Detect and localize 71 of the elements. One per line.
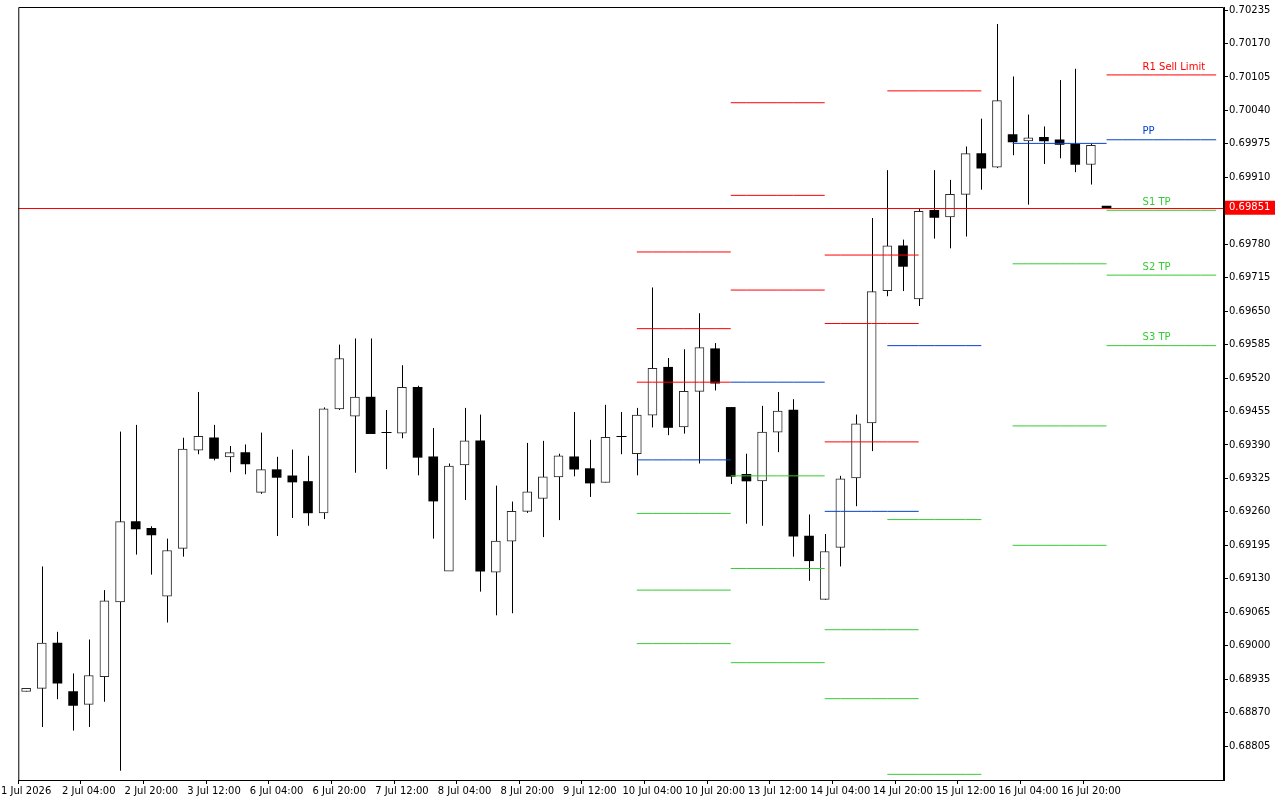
y-tick-label: 0.69455	[1229, 405, 1271, 417]
candlestick	[68, 672, 78, 732]
y-tick-label: 0.69975	[1229, 137, 1271, 149]
series-label: PP	[1142, 125, 1155, 137]
x-tick-label: 7 Jul 12:00	[375, 784, 429, 796]
candlestick	[945, 179, 955, 249]
candlestick	[224, 445, 235, 473]
candlestick	[538, 440, 548, 538]
y-tick-label: 0.70105	[1229, 70, 1271, 82]
y-tick-label: 0.69585	[1229, 338, 1271, 350]
x-tick-label: 16 Jul 04:00	[998, 784, 1059, 796]
x-tick-label: 1 Jul 2026	[1, 784, 52, 796]
candlestick	[522, 442, 533, 514]
x-tick-label: 2 Jul 04:00	[61, 784, 116, 796]
series-label: S3 TP	[1142, 331, 1171, 343]
y-tick-label: 0.68805	[1229, 739, 1271, 751]
y-tick-label: 0.69520	[1229, 371, 1271, 383]
candlestick	[1023, 114, 1034, 206]
x-tick-label: 2 Jul 20:00	[124, 784, 179, 796]
candlestick	[1086, 142, 1096, 186]
series-label: S1 TP	[1142, 195, 1171, 207]
y-tick-label: 0.69195	[1229, 538, 1271, 550]
candlestick	[976, 118, 987, 191]
y-tick-label: 0.70040	[1229, 104, 1271, 116]
candlestick	[381, 409, 392, 470]
y-tick-label: 0.69130	[1229, 572, 1271, 584]
y-tick-label: 0.69000	[1229, 639, 1271, 651]
x-tick-label: 10 Jul 20:00	[685, 784, 746, 796]
y-tick-label: 0.70235	[1229, 3, 1271, 15]
y-tick-label: 0.69390	[1229, 438, 1271, 450]
x-tick-label: 6 Jul 04:00	[249, 784, 304, 796]
candlestick	[287, 449, 298, 519]
y-tick-label: 0.70170	[1229, 37, 1271, 49]
x-tick-label: 9 Jul 12:00	[563, 784, 617, 796]
candlestick	[898, 239, 908, 292]
ref-line-label: 0.69851	[1229, 201, 1271, 213]
candlestick	[553, 453, 564, 521]
candlestick	[616, 411, 627, 455]
y-tick-label: 0.69780	[1229, 237, 1271, 249]
candlestick	[585, 439, 595, 498]
candlestick	[271, 456, 282, 537]
x-tick-label: 6 Jul 20:00	[312, 784, 367, 796]
x-tick-label: 16 Jul 20:00	[1060, 784, 1121, 796]
x-tick-label: 15 Jul 12:00	[935, 784, 996, 796]
candlestick	[209, 424, 219, 461]
y-tick-label: 0.69715	[1229, 271, 1271, 283]
candlestick	[772, 391, 783, 453]
y-tick-label: 0.69650	[1229, 304, 1271, 316]
y-tick-label: 0.69325	[1229, 472, 1271, 484]
candlestick	[929, 169, 940, 240]
x-tick-label: 8 Jul 04:00	[437, 784, 492, 796]
y-tick-label: 0.69910	[1229, 170, 1271, 182]
candlestick	[240, 443, 251, 475]
x-tick-label: 14 Jul 20:00	[873, 784, 933, 796]
series-label: S2 TP	[1142, 260, 1171, 272]
x-tick-label: 8 Jul 20:00	[500, 784, 554, 796]
candlestick	[569, 411, 579, 477]
x-tick-label: 13 Jul 12:00	[747, 784, 808, 796]
x-tick-label: 10 Jul 04:00	[622, 784, 683, 796]
candlestick	[1007, 75, 1018, 156]
candlestick	[1039, 125, 1049, 165]
y-tick-label: 0.68870	[1229, 706, 1271, 718]
x-tick-label: 14 Jul 04:00	[810, 784, 871, 796]
series-label: R1 Sell Limit	[1142, 60, 1206, 72]
candlestick	[1070, 68, 1081, 173]
y-tick-label: 0.69260	[1229, 505, 1271, 517]
candlestick	[130, 424, 141, 556]
candlestick	[256, 432, 266, 495]
x-tick-label: 3 Jul 12:00	[187, 784, 241, 796]
y-tick-label: 0.68935	[1229, 672, 1271, 684]
y-tick-label: 0.69065	[1229, 605, 1271, 617]
